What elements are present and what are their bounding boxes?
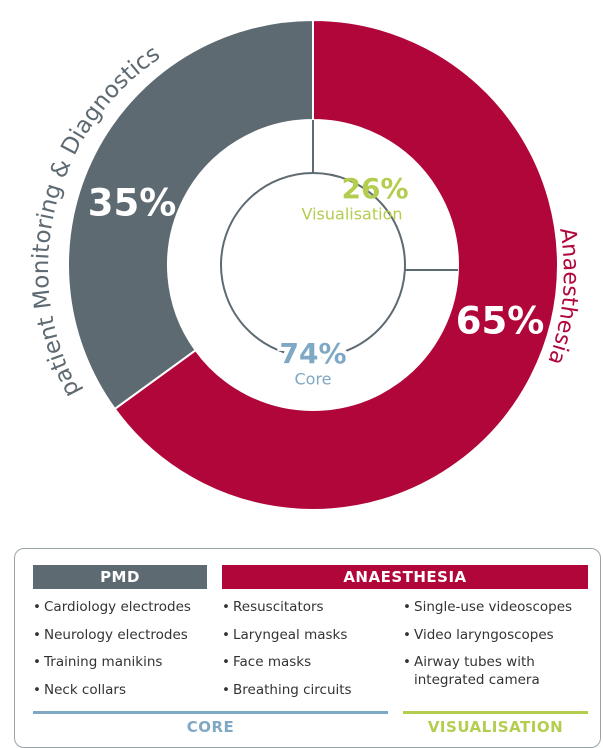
column: Cardiology electrodes Neurology electrode… <box>33 599 213 709</box>
inner-arc <box>312 172 406 271</box>
footer: VISUALISATION <box>427 718 564 736</box>
chart: patient Monitoring & Diagnostics Anaesth… <box>28 18 583 511</box>
list-item: Laryngeal masks <box>222 627 397 645</box>
list-item: Neck collars <box>33 682 213 700</box>
list-item: Breathing circuits <box>222 682 397 700</box>
column: Resuscitators Laryngeal masks Face masks Br… <box>222 599 397 709</box>
list-item: Face masks <box>222 654 397 672</box>
column: Single-use videoscopes Video laryngoscope… <box>403 599 593 699</box>
footer: CORE <box>186 718 235 736</box>
inner-arc <box>220 172 406 358</box>
legend-box: PMD ANAESTHESIA CORE VISUALISATION Cardi… <box>14 548 601 748</box>
category-label: Visualisation <box>302 205 403 224</box>
value-label: 74% <box>279 337 346 370</box>
list-item: Resuscitators <box>222 599 397 617</box>
list-item: Airway tubes with integrated camera <box>403 654 593 689</box>
rule <box>403 711 588 714</box>
donut-segment <box>113 18 559 511</box>
value-label: 65% <box>456 300 545 343</box>
list-item: Training manikins <box>33 654 213 672</box>
list-item: Neurology electrodes <box>33 627 213 645</box>
header: ANAESTHESIA <box>222 565 588 589</box>
category-label: Core <box>294 370 331 389</box>
list-item: Cardiology electrodes <box>33 599 213 617</box>
header: PMD <box>33 565 207 589</box>
value-label: 26% <box>341 172 408 205</box>
value-label: 35% <box>88 182 177 225</box>
rule <box>33 711 388 714</box>
list-item: Video laryngoscopes <box>403 627 593 645</box>
list-item: Single-use videoscopes <box>403 599 593 617</box>
donut-segment <box>67 18 314 411</box>
